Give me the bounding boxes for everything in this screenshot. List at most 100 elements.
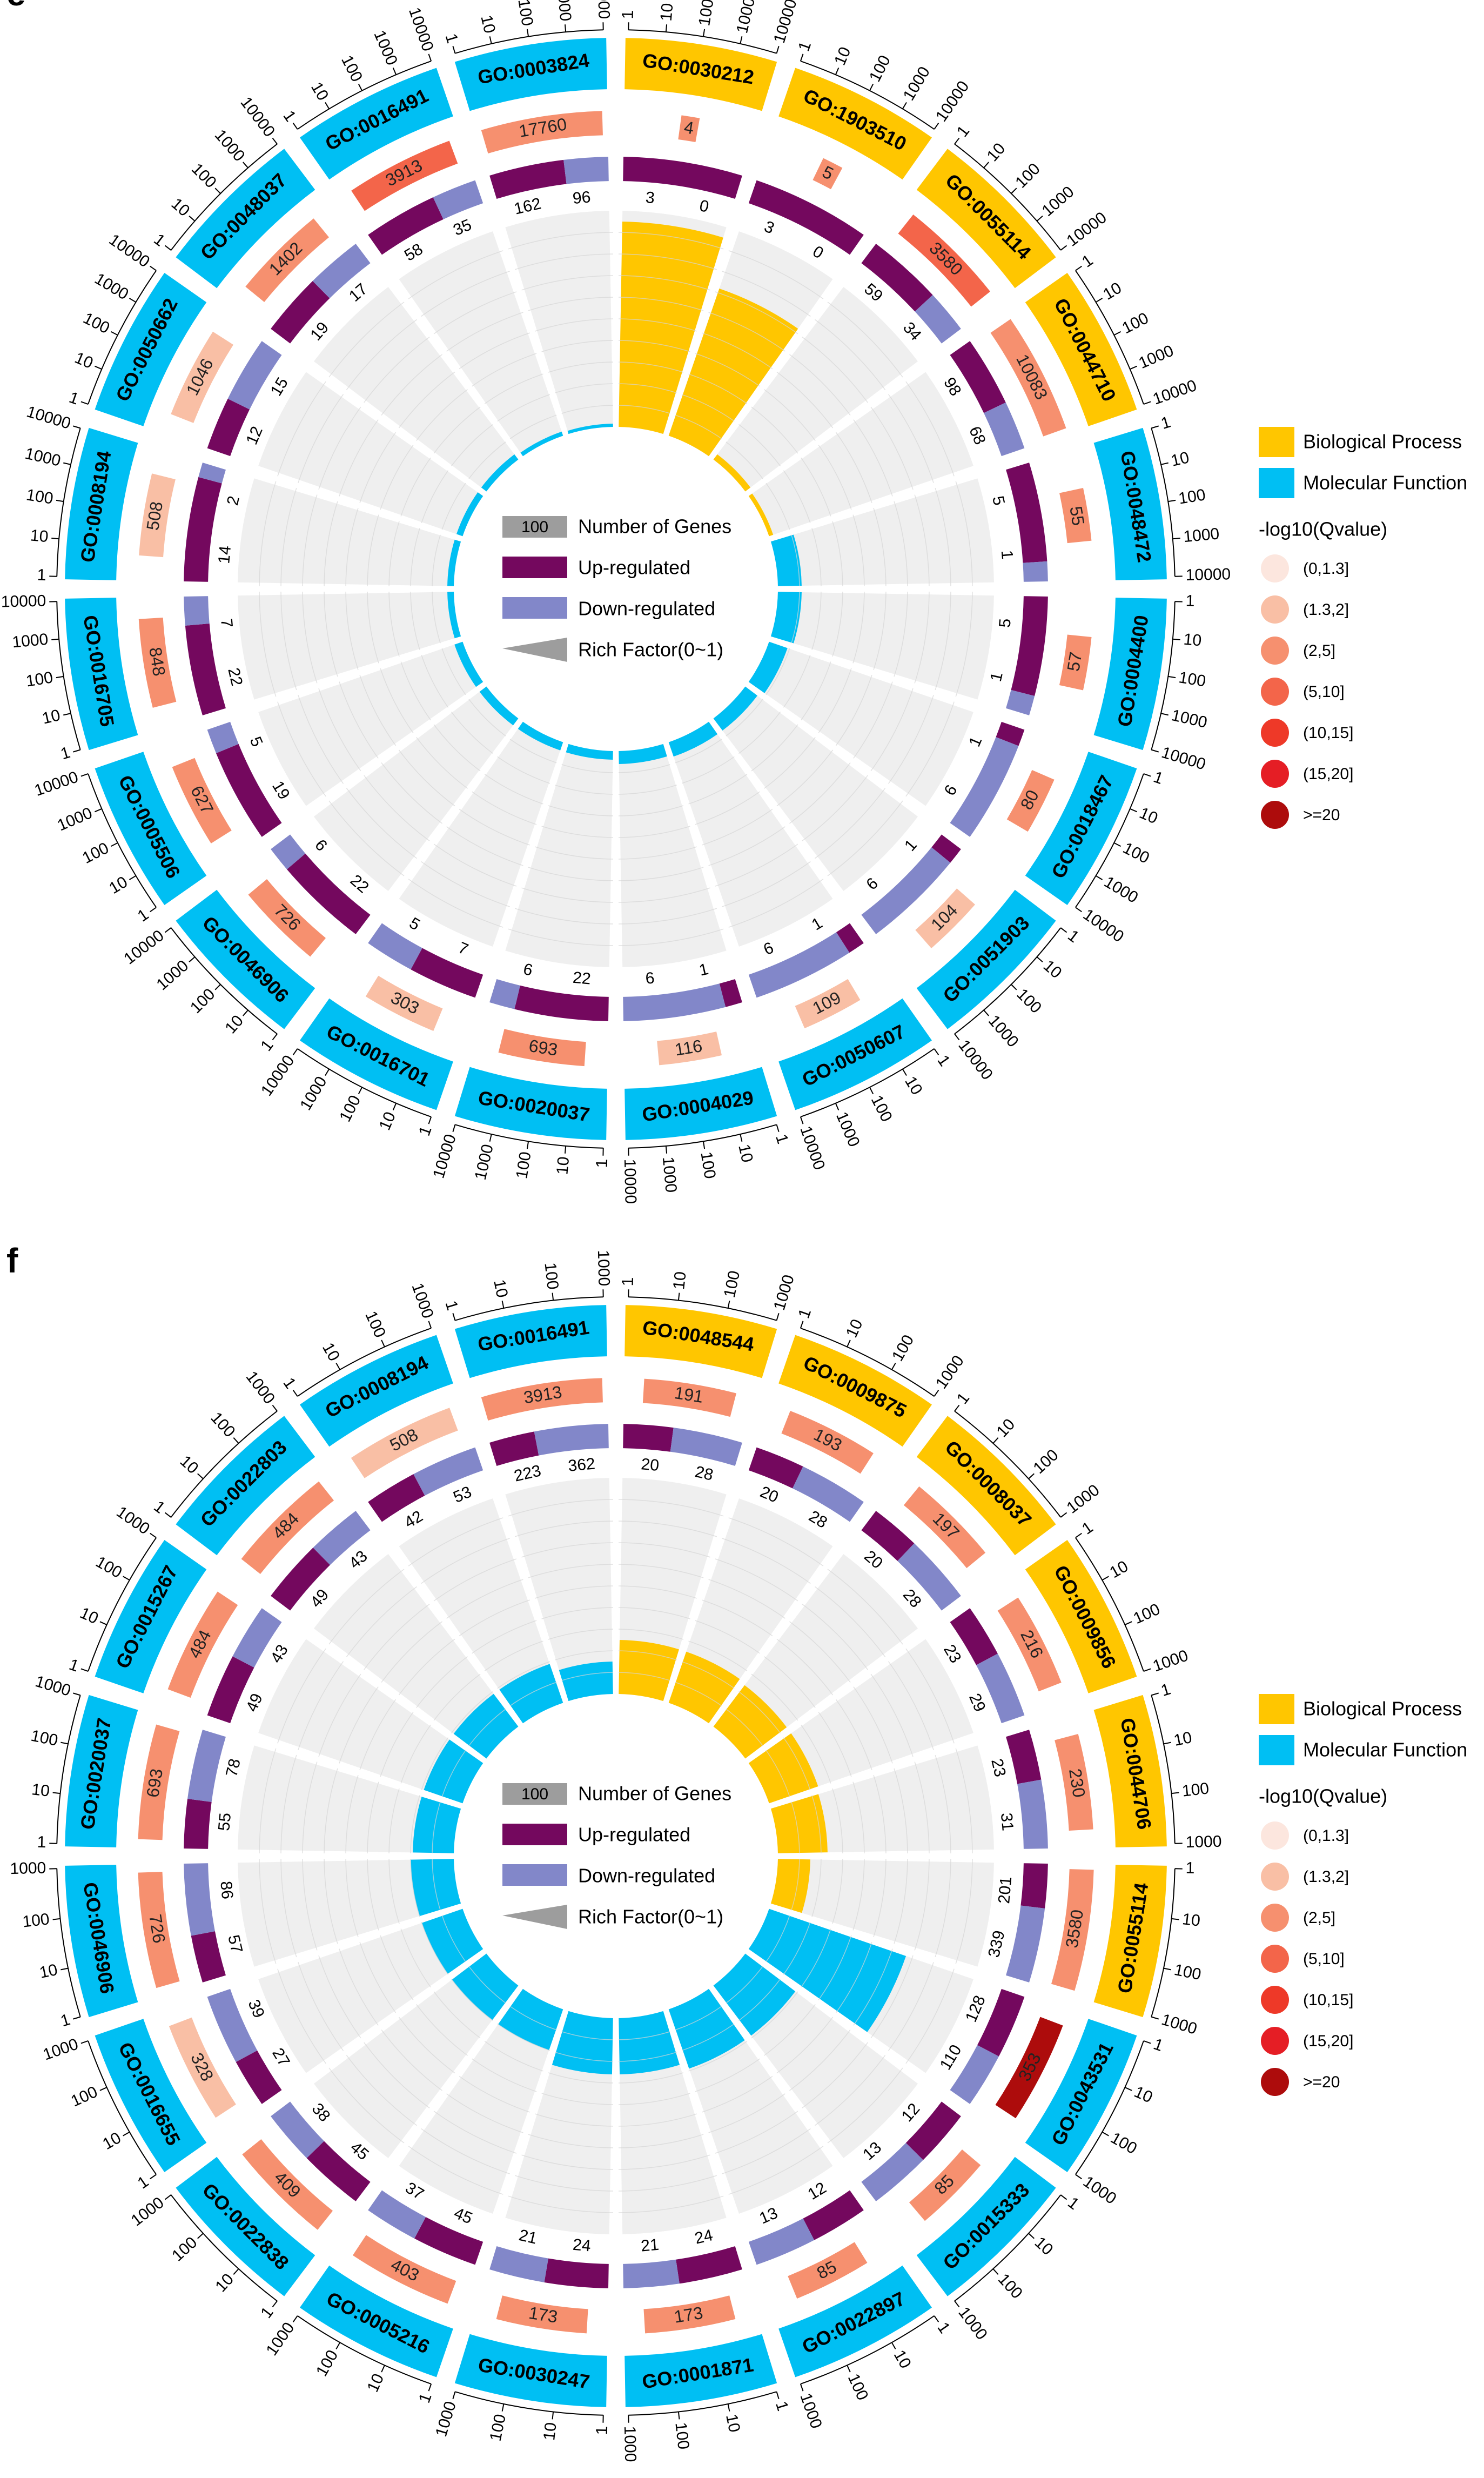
go-term-band[interactable] bbox=[778, 68, 932, 180]
scale-tick bbox=[1143, 2040, 1151, 2044]
scale-tick bbox=[835, 1103, 840, 1110]
go-term-band[interactable] bbox=[778, 998, 932, 1110]
total-genes-bar bbox=[365, 975, 443, 1032]
total-genes-bar bbox=[171, 331, 233, 423]
go-term-band[interactable] bbox=[1025, 752, 1137, 906]
scale-tick-label: 1 bbox=[593, 1158, 611, 1168]
down-count: 21 bbox=[640, 2236, 660, 2255]
scale-tick bbox=[272, 137, 278, 145]
center-legend-label: Rich Factor(0~1) bbox=[578, 639, 723, 661]
go-term-band[interactable] bbox=[65, 598, 138, 751]
down-regulated-segment bbox=[861, 847, 951, 934]
go-term-band[interactable] bbox=[299, 998, 453, 1110]
down-count: 78 bbox=[223, 1757, 244, 1779]
go-term-band[interactable] bbox=[1093, 1865, 1167, 2018]
scale-axis-arc bbox=[297, 1048, 432, 1117]
rich-factor-track bbox=[238, 1859, 461, 1967]
go-term-band[interactable] bbox=[916, 2156, 1056, 2296]
slot-separator bbox=[306, 682, 487, 815]
go-term-band[interactable] bbox=[916, 149, 1056, 289]
rich-factor-track bbox=[399, 1988, 563, 2214]
scale-axis-arc bbox=[56, 1868, 81, 2017]
go-term-band[interactable] bbox=[176, 1416, 315, 1556]
scale-tick-label: 1 bbox=[37, 1833, 46, 1851]
up-regulated-segment bbox=[207, 398, 250, 457]
rich-factor-track bbox=[505, 211, 613, 434]
go-term-band[interactable] bbox=[299, 2265, 453, 2377]
go-term-band[interactable] bbox=[176, 889, 315, 1029]
scale-tick-label: 10 bbox=[41, 706, 62, 728]
total-genes-bar bbox=[245, 218, 329, 302]
rich-factor-bar bbox=[713, 686, 757, 731]
up-regulated-segment bbox=[184, 1798, 212, 1849]
go-term-band[interactable] bbox=[454, 2334, 607, 2407]
go-term-band[interactable] bbox=[176, 2156, 315, 2296]
rich-factor-track bbox=[770, 478, 994, 586]
scale-tick bbox=[891, 1363, 896, 1370]
scale-tick bbox=[665, 1146, 668, 1154]
go-term-band[interactable] bbox=[1025, 272, 1137, 426]
scale-axis-arc bbox=[1075, 270, 1144, 405]
down-count: 96 bbox=[572, 188, 592, 207]
go-term-band[interactable] bbox=[454, 1305, 607, 1378]
scale-tick bbox=[52, 1918, 61, 1920]
go-term-band[interactable] bbox=[625, 1067, 777, 1140]
go-term-band[interactable] bbox=[1025, 2019, 1137, 2173]
go-term-band[interactable] bbox=[65, 1865, 138, 2018]
go-term-band[interactable] bbox=[454, 38, 607, 111]
total-genes-value: 693 bbox=[143, 1767, 166, 1799]
slot-separator bbox=[495, 1492, 569, 1703]
go-term-band[interactable] bbox=[95, 752, 207, 906]
go-term-band[interactable] bbox=[625, 2334, 777, 2407]
go-term-band[interactable] bbox=[1025, 1539, 1137, 1693]
go-term-band[interactable] bbox=[176, 149, 315, 289]
legend-mf-swatch bbox=[1259, 468, 1294, 498]
go-term-band[interactable] bbox=[625, 1305, 777, 1378]
rich-factor-bar bbox=[518, 721, 563, 751]
down-regulated-segment bbox=[207, 1988, 258, 2062]
scale-tick bbox=[902, 1068, 907, 1076]
up-regulated-segment bbox=[950, 341, 1006, 413]
go-term-band[interactable] bbox=[95, 2019, 207, 2173]
scale-tick-label: 10 bbox=[30, 526, 49, 546]
go-term-band[interactable] bbox=[625, 38, 777, 111]
slot-separator bbox=[252, 1736, 463, 1809]
scale-tick-label: 10 bbox=[657, 2, 677, 22]
go-term-band[interactable] bbox=[454, 1067, 607, 1140]
up-regulated-segment bbox=[996, 721, 1025, 746]
go-term-band[interactable] bbox=[1093, 1695, 1167, 1847]
go-term-band[interactable] bbox=[95, 272, 207, 426]
go-term-band[interactable] bbox=[65, 1695, 138, 1847]
go-term-band[interactable] bbox=[65, 427, 138, 580]
scale-tick bbox=[934, 123, 939, 130]
scale-tick bbox=[800, 1321, 804, 1329]
go-term-band[interactable] bbox=[1093, 427, 1167, 580]
rich-factor-track bbox=[313, 686, 519, 892]
go-term-band[interactable] bbox=[299, 1335, 453, 1447]
legend-qvalue-dot bbox=[1261, 637, 1289, 665]
scale-tick-label: 1000 bbox=[10, 1859, 46, 1878]
up-count: 57 bbox=[224, 1933, 246, 1955]
total-genes-value: 4 bbox=[683, 117, 695, 138]
go-term-band[interactable] bbox=[916, 1416, 1056, 1556]
scale-tick bbox=[776, 46, 780, 53]
go-term-band[interactable] bbox=[778, 1335, 932, 1447]
go-term-band[interactable] bbox=[916, 889, 1056, 1029]
rich-factor-track bbox=[258, 1639, 484, 1804]
go-term-band[interactable] bbox=[299, 68, 453, 180]
rich-factor-track bbox=[258, 641, 484, 806]
up-regulated-segment bbox=[191, 1931, 226, 1983]
go-term-band[interactable] bbox=[1093, 598, 1167, 751]
scale-axis-arc bbox=[800, 1048, 935, 1117]
go-term-band[interactable] bbox=[778, 2265, 932, 2377]
scale-tick bbox=[1171, 1792, 1179, 1794]
legend-down-swatch bbox=[502, 1864, 567, 1886]
go-term-band[interactable] bbox=[95, 1539, 207, 1693]
scale-axis-arc bbox=[88, 773, 157, 908]
scale-tick-label: 10 bbox=[735, 1143, 756, 1164]
rich-factor-bar bbox=[713, 1685, 787, 1759]
